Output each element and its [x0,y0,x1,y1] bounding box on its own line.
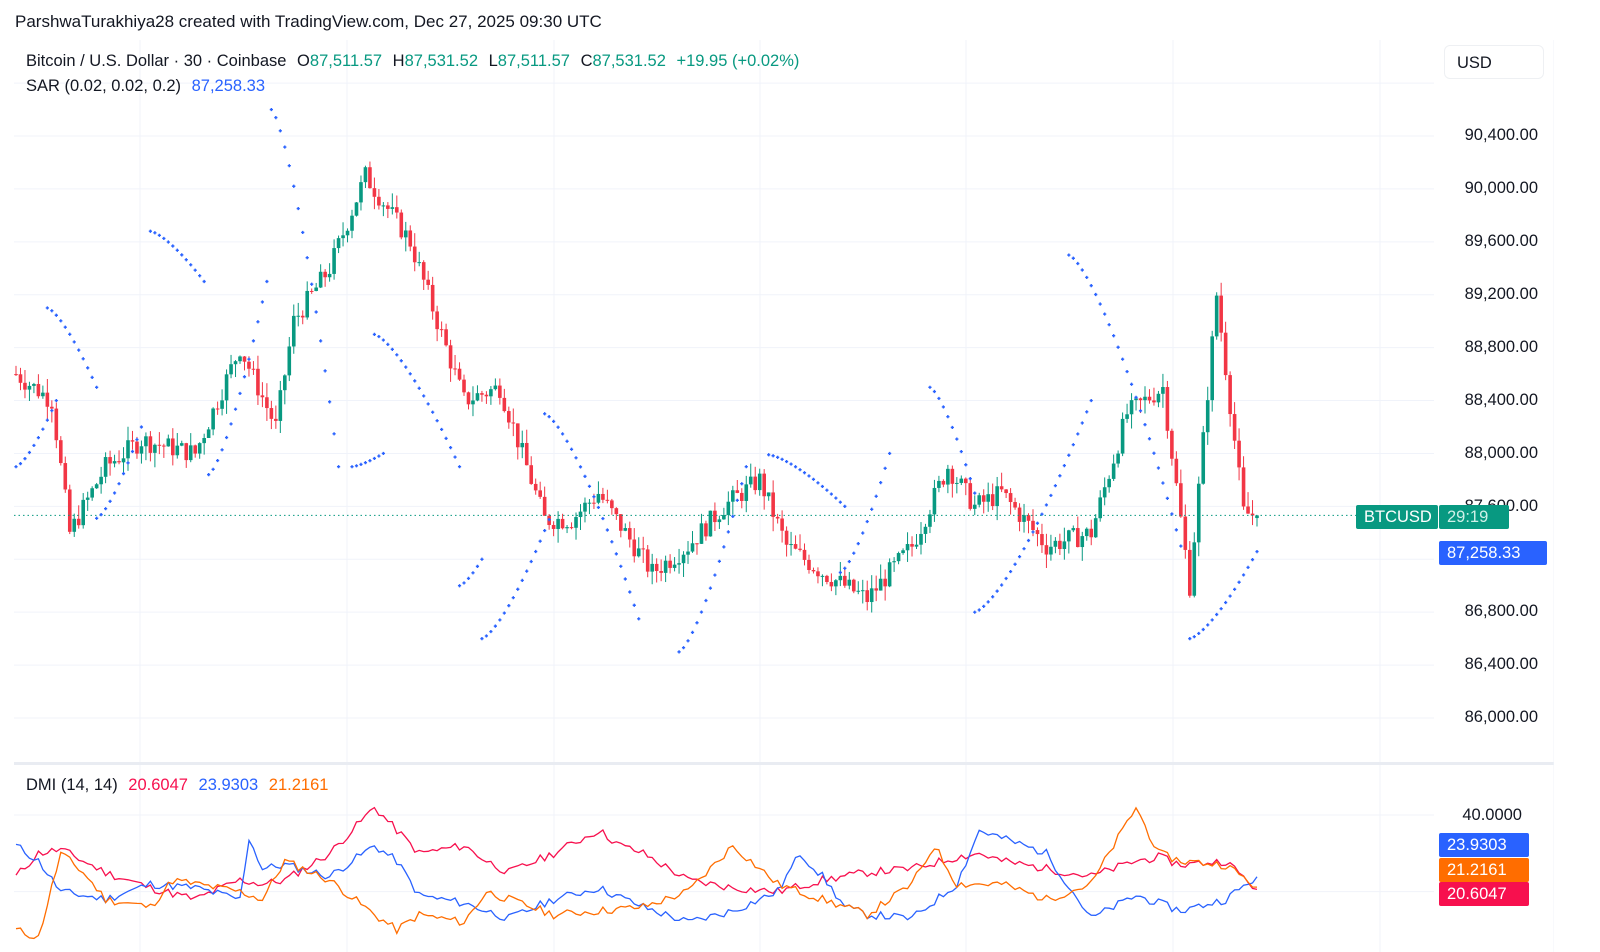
open-value: 87,511.57 [309,52,383,70]
price-tick: 89,600.00 [1464,232,1538,250]
change-value: +19.95 (+0.02%) [676,52,800,70]
price-tick: 89,200.00 [1464,285,1538,303]
price-tick: 88,400.00 [1464,391,1538,409]
close-label: C [580,52,593,70]
low-value: 87,511.57 [497,52,570,70]
countdown-tag: 29:19 [1439,505,1509,529]
high-value: 87,531.52 [404,52,478,70]
price-tick: 88,000.00 [1464,444,1538,462]
chart-frame[interactable] [14,40,1554,952]
plus-di-value: 23.9303 [198,776,259,794]
minus-di-value: 20.6047 [128,776,188,794]
minus-di-tag: 20.6047 [1439,882,1529,906]
price-tick: 90,400.00 [1464,126,1538,144]
close-value: 87,531.52 [592,52,666,70]
dmi-axis-tick: 40.0000 [1462,806,1522,824]
price-tick: 86,400.00 [1464,655,1538,673]
adx-value: 21.2161 [268,776,329,794]
symbol-tag: BTCUSD [1356,505,1438,529]
chart-credit: ParshwaTurakhiya28 created with TradingV… [15,12,602,31]
plus-di-tag: 23.9303 [1439,833,1529,857]
low-label: L [488,52,498,70]
chart-canvas[interactable] [14,40,1554,952]
dmi-legend[interactable]: DMI (14, 14) 20.6047 23.9303 21.2161 [26,776,334,795]
dmi-label[interactable]: DMI (14, 14) [26,776,118,794]
symbol-title[interactable]: Bitcoin / U.S. Dollar · 30 · Coinbase [26,52,287,70]
sar-label[interactable]: SAR (0.02, 0.02, 0.2) [26,77,182,95]
price-tick: 86,000.00 [1464,708,1538,726]
adx-tag: 21.2161 [1439,858,1529,882]
price-tick: 88,800.00 [1464,338,1538,356]
open-label: O [297,52,310,70]
high-label: H [392,52,405,70]
price-tick: 86,800.00 [1464,602,1538,620]
sar-value: 87,258.33 [191,77,266,95]
currency-button[interactable]: USD [1444,45,1544,79]
sar-price-tag: 87,258.33 [1439,541,1547,565]
price-tick: 90,000.00 [1464,179,1538,197]
sar-legend[interactable]: SAR (0.02, 0.02, 0.2) 87,258.33 [26,77,271,96]
symbol-legend[interactable]: Bitcoin / U.S. Dollar · 30 · Coinbase O8… [26,52,805,71]
